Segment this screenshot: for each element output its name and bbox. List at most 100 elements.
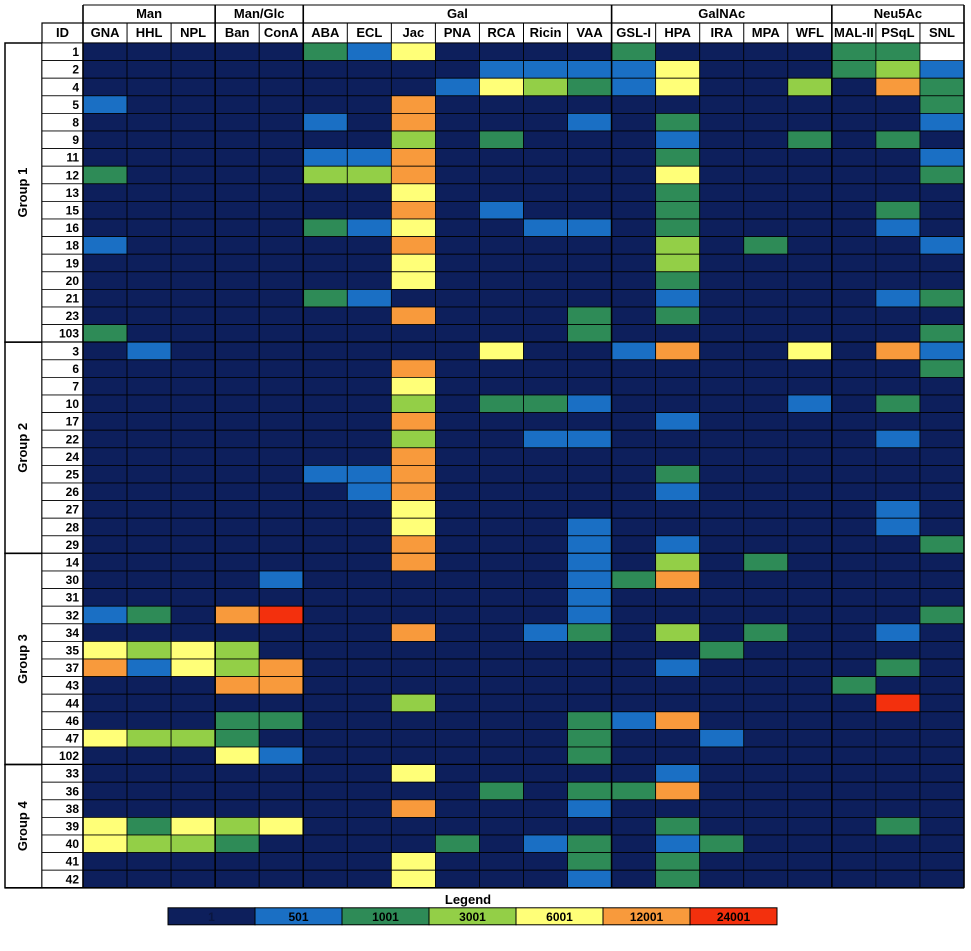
lectin-header: PSqL — [881, 25, 914, 40]
heatmap-cell — [170, 517, 216, 537]
heatmap-cell — [919, 376, 965, 396]
heatmap-cell — [434, 447, 480, 466]
heatmap-cell — [875, 429, 921, 449]
heatmap-cell — [126, 570, 172, 590]
heatmap-cell — [743, 711, 789, 730]
heatmap-cell — [82, 517, 128, 537]
heatmap-cell — [787, 447, 833, 466]
heatmap-cell — [787, 253, 833, 273]
heatmap-cell — [126, 306, 172, 326]
heatmap-cell — [523, 658, 568, 678]
heatmap-cell — [390, 464, 436, 484]
heatmap-cell — [743, 658, 789, 678]
heatmap-cell — [82, 693, 128, 713]
heatmap-cell — [655, 130, 701, 150]
heatmap-cell — [523, 676, 568, 695]
heatmap-cell — [390, 641, 436, 660]
heatmap-cell — [655, 148, 701, 167]
heatmap-cell — [258, 482, 304, 502]
heatmap-cell — [699, 658, 745, 678]
heatmap-cell — [434, 869, 480, 889]
heatmap-cell — [831, 464, 877, 484]
heatmap-cell — [126, 113, 172, 132]
heatmap-cell — [699, 711, 745, 730]
lectin-header: ECL — [356, 25, 382, 40]
heatmap-cell — [655, 447, 701, 466]
heatmap-cell — [258, 236, 304, 255]
heatmap-cell — [82, 447, 128, 466]
heatmap-cell — [479, 429, 524, 449]
heatmap-cell — [346, 165, 392, 185]
heatmap-cell — [655, 341, 701, 361]
heatmap-cell — [699, 535, 745, 554]
heatmap-cell — [82, 77, 128, 97]
heatmap-cell — [82, 711, 128, 730]
row-id: 23 — [66, 309, 80, 323]
heatmap-cell — [434, 148, 480, 167]
row-id: 39 — [66, 820, 80, 834]
heatmap-cell — [875, 482, 921, 502]
heatmap-cell — [787, 183, 833, 202]
heatmap-cell — [567, 605, 612, 625]
heatmap-cell — [434, 535, 480, 554]
heatmap-cell — [479, 447, 524, 466]
heatmap-cell — [479, 658, 524, 678]
heatmap-cell — [919, 711, 965, 730]
heatmap-cell — [390, 306, 436, 326]
heatmap-cell — [523, 482, 568, 502]
heatmap-cell — [346, 42, 392, 62]
heatmap-cell — [567, 641, 612, 660]
heatmap-cell — [214, 130, 260, 150]
heatmap-cell — [611, 148, 657, 167]
heatmap-cell — [567, 376, 612, 396]
heatmap-cell — [787, 200, 833, 220]
heatmap-cell — [258, 817, 304, 836]
heatmap-cell — [743, 165, 789, 185]
heatmap-cell — [346, 324, 392, 343]
heatmap-cell — [82, 570, 128, 590]
heatmap-cell — [390, 535, 436, 554]
heatmap-cell — [258, 517, 304, 537]
row-id: 35 — [66, 644, 80, 658]
heatmap-cell — [434, 130, 480, 150]
legend-label: 24001 — [717, 910, 751, 924]
row-id: 6 — [72, 362, 79, 376]
heatmap-cell — [126, 236, 172, 255]
heatmap-cell — [170, 623, 216, 642]
heatmap-cell — [699, 359, 745, 378]
heatmap-cell — [434, 729, 480, 748]
heatmap-cell — [655, 711, 701, 730]
heatmap-cell — [479, 553, 524, 572]
heatmap-cell — [699, 623, 745, 642]
heatmap-cell — [655, 253, 701, 273]
heatmap-cell — [831, 623, 877, 642]
heatmap-cell — [390, 623, 436, 642]
heatmap-cell — [302, 588, 348, 607]
heatmap-cell — [126, 271, 172, 290]
heatmap-cell — [611, 676, 657, 695]
heatmap-cell — [390, 113, 436, 132]
heatmap-cell — [390, 570, 436, 590]
heatmap-cell — [655, 623, 701, 642]
heatmap-cell — [346, 429, 392, 449]
heatmap-cell — [479, 588, 524, 607]
heatmap-cell — [258, 42, 304, 62]
heatmap-cell — [82, 148, 128, 167]
heatmap-cell — [479, 570, 524, 590]
heatmap-cell — [390, 253, 436, 273]
heatmap-cell — [567, 148, 612, 167]
heatmap-cell — [346, 817, 392, 836]
heatmap-cell — [787, 306, 833, 326]
heatmap-cell — [170, 95, 216, 114]
heatmap-cell — [831, 271, 877, 290]
heatmap-cell — [302, 253, 348, 273]
heatmap-cell — [434, 464, 480, 484]
heatmap-cell — [787, 77, 833, 97]
heatmap-cell — [919, 218, 965, 238]
heatmap-cell — [787, 236, 833, 255]
heatmap-cell — [126, 781, 172, 801]
heatmap-cell — [699, 588, 745, 607]
heatmap-cell — [831, 588, 877, 607]
heatmap-cell — [875, 42, 921, 62]
heatmap-cell — [831, 42, 877, 62]
